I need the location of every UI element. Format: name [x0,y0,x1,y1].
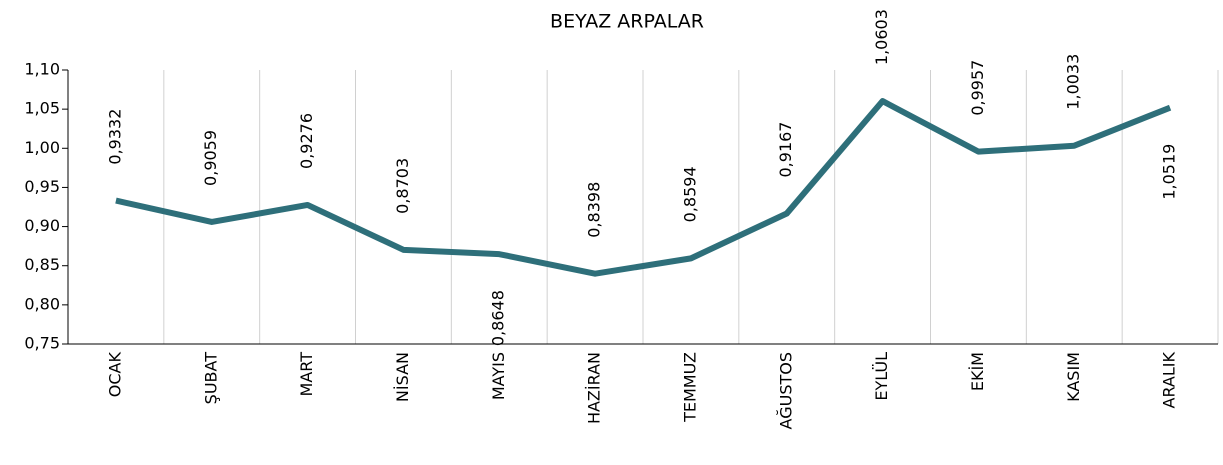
x-tick-label: KASIM [1064,352,1083,402]
data-label: 1,0033 [1064,54,1083,110]
data-label: 0,9332 [105,109,124,165]
x-tick-label: TEMMUZ [680,352,699,423]
x-tick-label: NİSAN [393,352,412,402]
y-tick-label: 0,95 [24,177,60,196]
y-tick-label: 0,75 [24,334,60,353]
data-label: 0,9957 [968,60,987,116]
y-tick-label: 1,10 [24,60,60,79]
data-label: 1,0519 [1160,144,1179,200]
y-tick-label: 1,00 [24,138,60,157]
y-tick-label: 0,90 [24,216,60,235]
x-tick-label: HAZİRAN [585,352,604,424]
data-label: 1,0603 [872,9,891,65]
data-label: 0,8398 [585,182,604,238]
x-tick-label: AĞUSTOS [776,352,795,429]
y-tick-label: 1,05 [24,99,60,118]
data-label: 0,8594 [680,166,699,222]
data-label: 0,8703 [393,158,412,214]
x-tick-label: ŞUBAT [201,352,220,405]
x-tick-label: EKİM [968,352,987,391]
x-tick-label: OCAK [105,351,124,397]
x-tick-label: EYLÜL [872,352,891,401]
chart-title: BEYAZ ARPALAR [550,11,704,33]
line [115,98,1172,277]
x-tick-label: MAYIS [489,352,508,400]
y-tick-label: 0,80 [24,294,60,313]
x-tick-label: MART [297,352,316,397]
data-label: 0,8648 [489,290,508,346]
data-label: 0,9167 [776,122,795,178]
data-label: 0,9059 [201,130,220,186]
x-tick-label: ARALIK [1160,351,1179,408]
data-label: 0,9276 [297,113,316,169]
y-tick-label: 0,85 [24,255,60,274]
